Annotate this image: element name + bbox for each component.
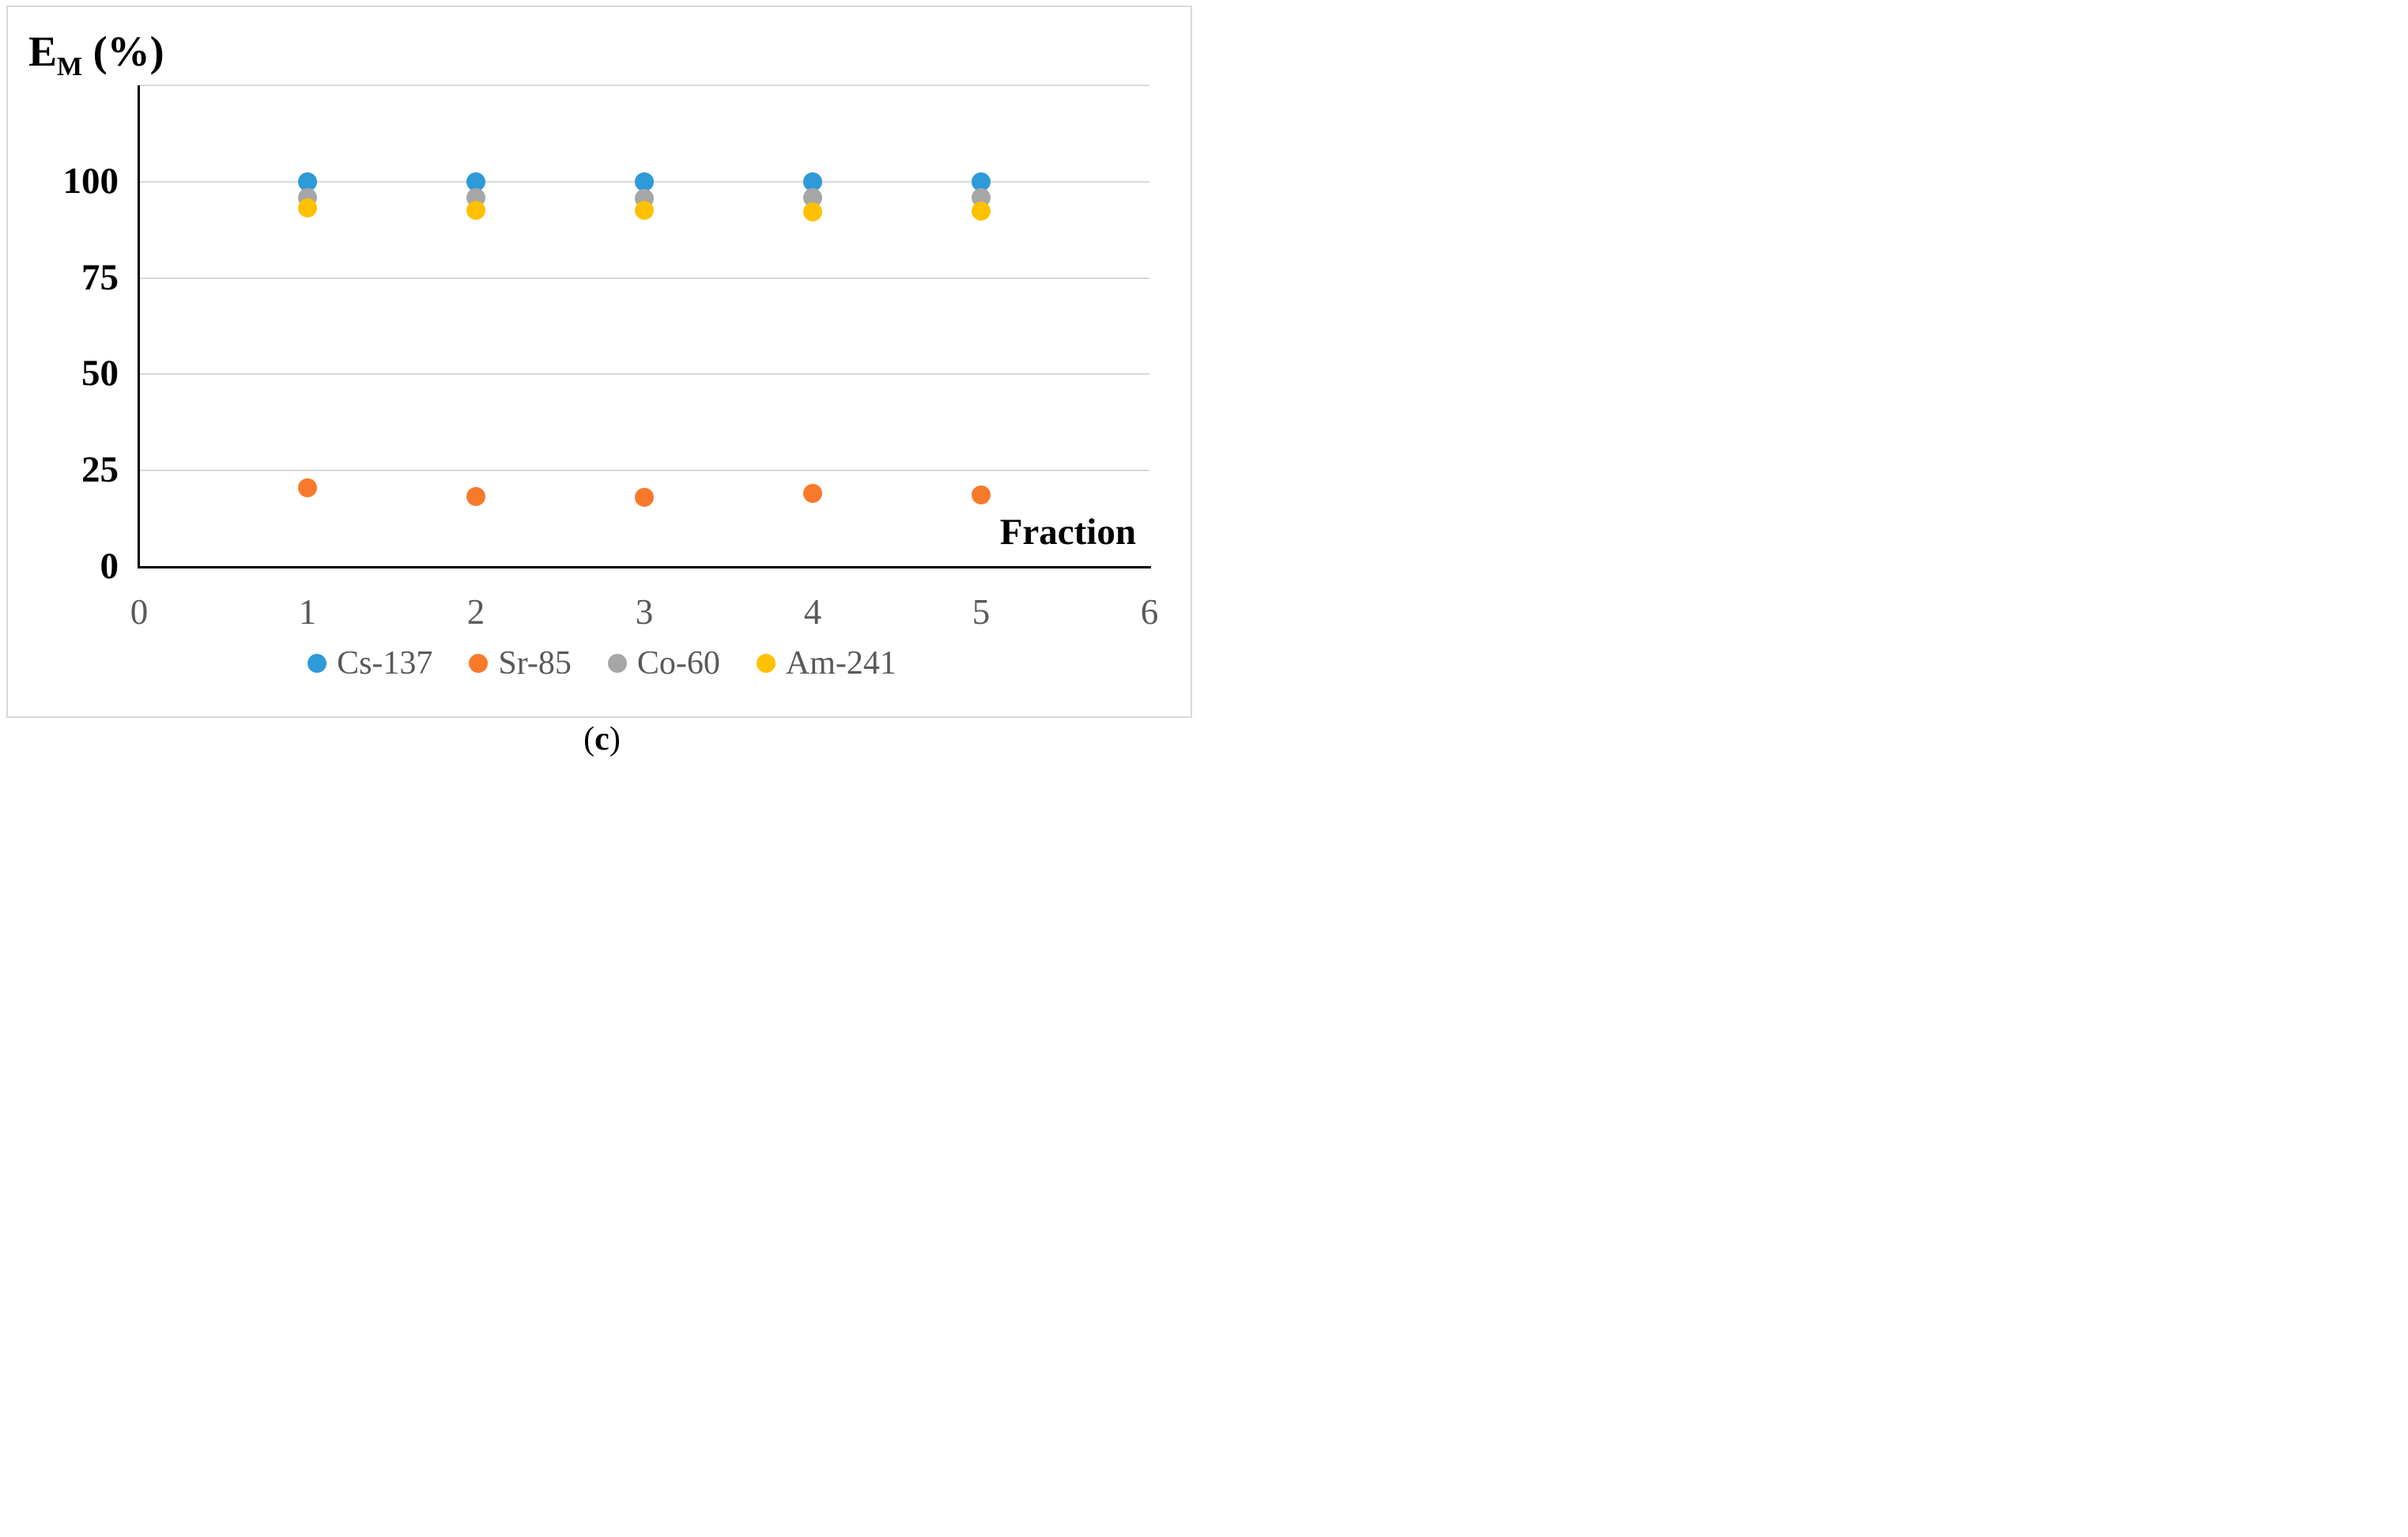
- legend-item-Cs-137: Cs-137: [308, 647, 432, 680]
- y-axis-line: [138, 85, 140, 568]
- x-tick-label-3: 3: [635, 592, 654, 632]
- point-Sr-85-x3: [635, 487, 654, 507]
- point-Am-241-x5: [972, 201, 991, 221]
- point-Sr-85-x4: [803, 484, 822, 504]
- x-tick-label-2: 2: [466, 592, 485, 632]
- legend-item-Sr-85: Sr-85: [469, 647, 572, 680]
- legend-label-Am-241: Am-241: [785, 645, 896, 682]
- legend-marker-icon-Co-60: [607, 654, 627, 673]
- caption-open-paren: (: [583, 721, 595, 757]
- point-Cs-137-x3: [635, 172, 654, 191]
- point-Am-241-x4: [803, 202, 822, 221]
- x-tick-label-1: 1: [298, 592, 317, 632]
- x-tick-label-0: 0: [130, 592, 149, 632]
- point-Cs-137-x4: [803, 172, 822, 191]
- y-axis-title-unit: (%): [82, 28, 164, 75]
- point-Am-241-x1: [298, 198, 317, 218]
- y-tick-label-50: 50: [81, 353, 119, 395]
- point-Cs-137-x5: [972, 172, 991, 191]
- gridline-75: [139, 277, 1149, 279]
- y-axis-title: EM (%): [28, 28, 164, 80]
- x-axis-title: Fraction: [999, 512, 1136, 553]
- x-tick-label-5: 5: [972, 592, 991, 632]
- chart-outer-border: [6, 6, 1192, 718]
- point-Sr-85-x2: [466, 487, 485, 507]
- legend-label-Sr-85: Sr-85: [498, 645, 572, 682]
- legend-marker-icon-Cs-137: [308, 654, 327, 673]
- legend-label-Co-60: Co-60: [636, 645, 720, 682]
- y-axis-title-main: E: [28, 28, 58, 75]
- legend-marker-icon-Am-241: [756, 654, 776, 673]
- y-tick-label-0: 0: [100, 546, 119, 587]
- y-tick-label-75: 75: [81, 256, 119, 298]
- gridline-25: [139, 470, 1149, 472]
- y-tick-label-100: 100: [62, 160, 119, 202]
- gridline-125: [139, 85, 1149, 86]
- caption-letter: c: [594, 721, 610, 757]
- point-Sr-85-x5: [972, 485, 991, 505]
- legend-marker-icon-Sr-85: [469, 654, 489, 673]
- legend-item-Am-241: Am-241: [756, 645, 896, 682]
- point-Am-241-x2: [466, 200, 485, 220]
- x-axis-line: [138, 566, 1151, 568]
- figure-caption: (c): [0, 723, 1204, 756]
- point-Cs-137-x2: [466, 172, 485, 191]
- x-tick-label-4: 4: [803, 592, 822, 632]
- y-tick-label-25: 25: [81, 449, 119, 491]
- scatter-figure-panel-c: EM (%) 0 25 50 75 100 0 1 2 3 4 5 6 Fraction Cs-137…: [0, 0, 1204, 768]
- x-tick-label-6: 6: [1140, 592, 1159, 632]
- caption-close-paren: ): [609, 721, 621, 757]
- y-axis-title-subscript: M: [57, 51, 83, 81]
- point-Cs-137-x1: [298, 172, 317, 191]
- legend-label-Cs-137: Cs-137: [337, 645, 433, 682]
- point-Am-241-x3: [635, 200, 654, 220]
- gridline-50: [139, 373, 1149, 376]
- point-Sr-85-x1: [298, 478, 317, 498]
- legend-item-Co-60: Co-60: [607, 645, 720, 682]
- chart-legend: Cs-137 Sr-85 Co-60 Am-241: [0, 647, 1204, 680]
